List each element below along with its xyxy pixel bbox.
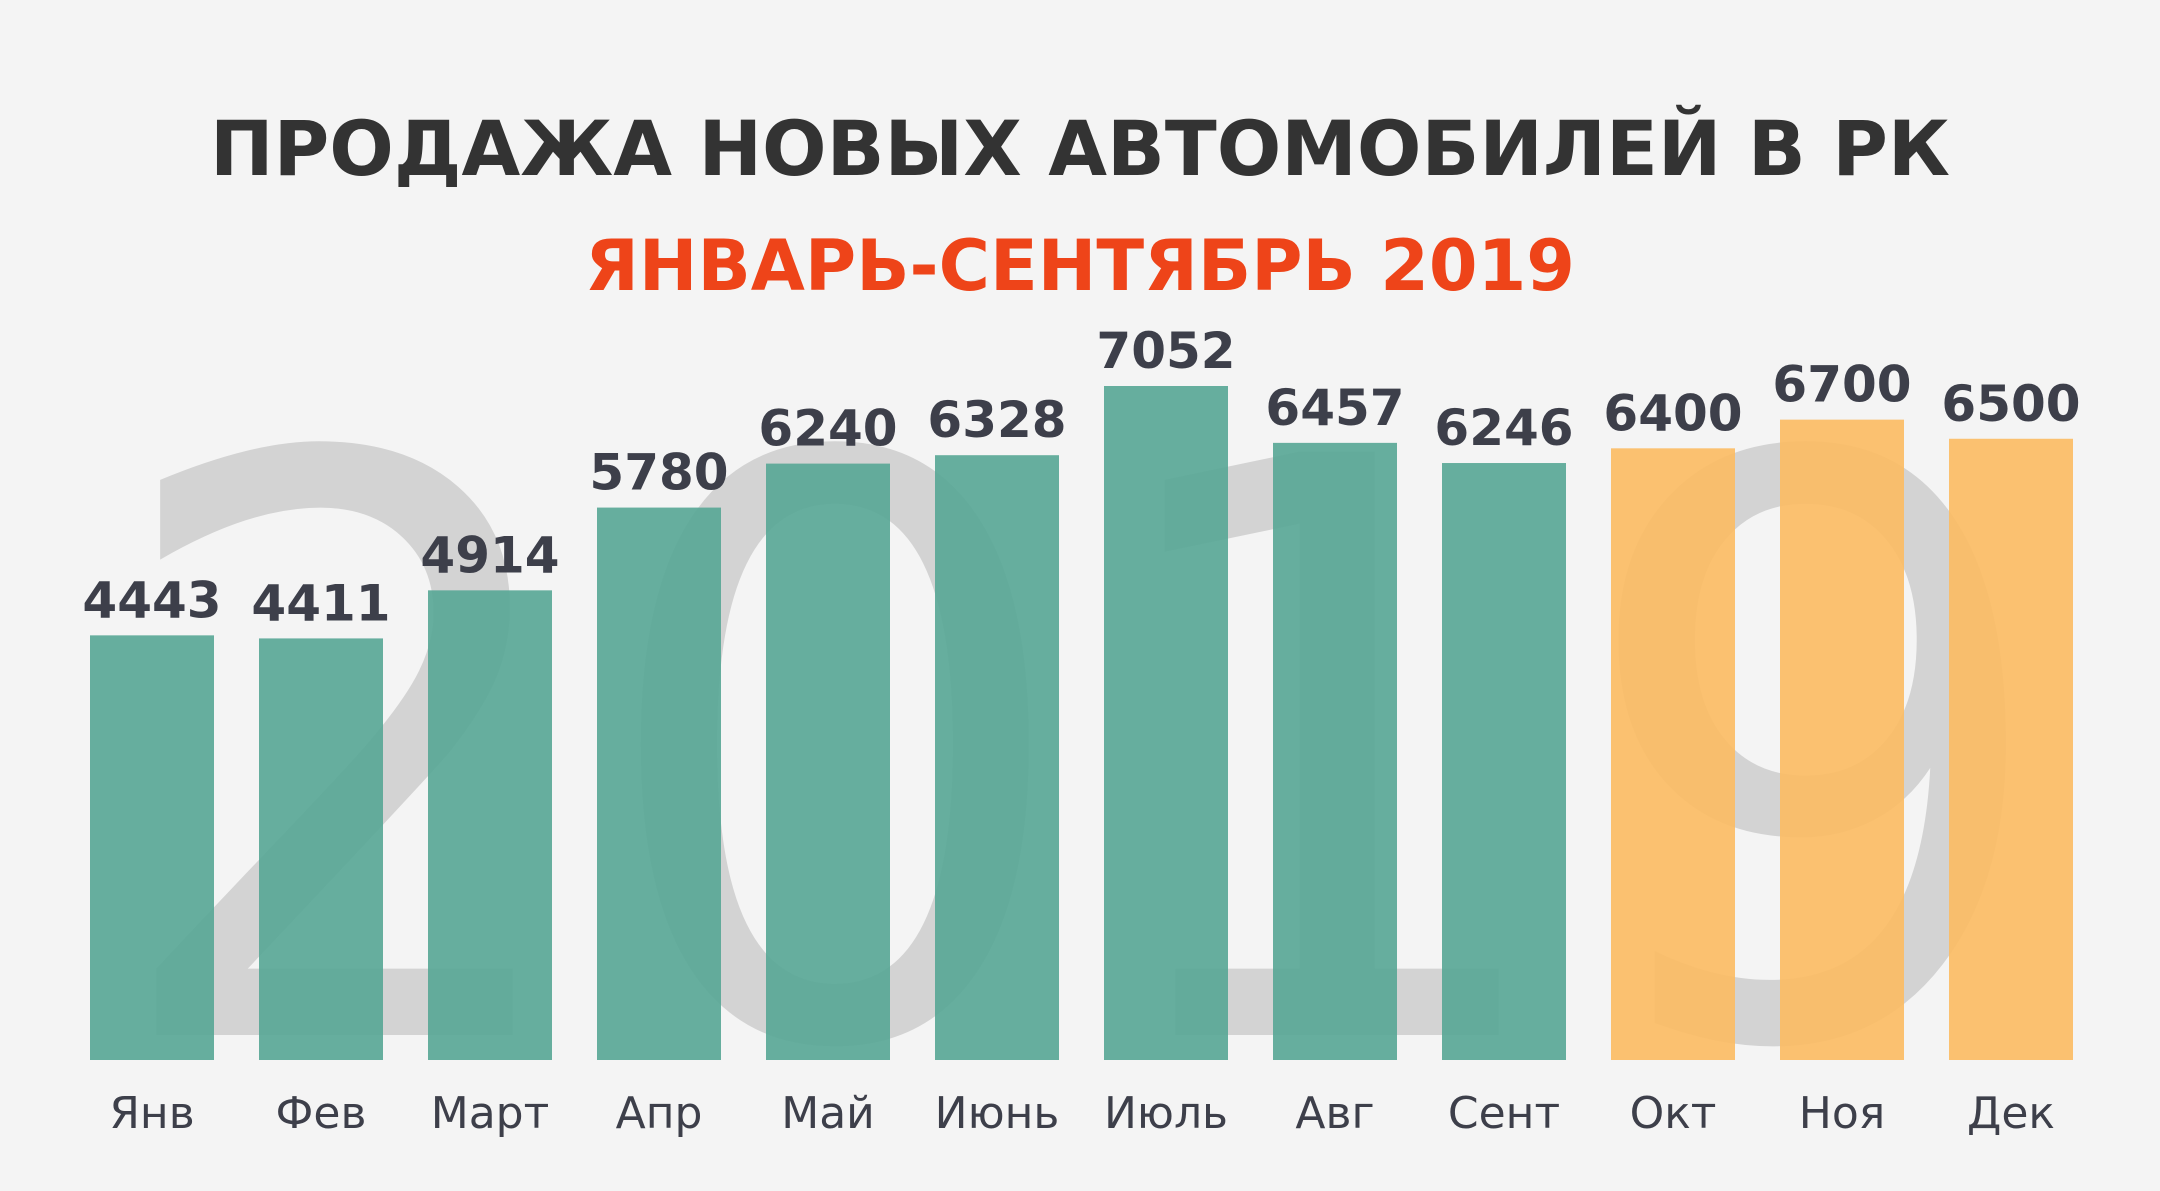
value-label: 6240 [758, 400, 897, 458]
value-label: 6457 [1265, 379, 1404, 437]
month-label: Дек [1967, 1088, 2055, 1139]
value-label: 6500 [1941, 375, 2080, 433]
month-label: Янв [109, 1088, 194, 1139]
value-label: 6246 [1434, 399, 1573, 457]
bar-Фев [259, 638, 383, 1060]
chart-title: ПРОДАЖА НОВЫХ АВТОМОБИЛЕЙ В РК [210, 104, 1950, 193]
background-year-watermark: 2019 [100, 292, 2060, 1191]
bar-Окт [1611, 448, 1735, 1060]
bar-Июнь [935, 455, 1059, 1060]
bar-Март [428, 590, 552, 1060]
month-label: Апр [616, 1088, 703, 1139]
value-label: 7052 [1096, 322, 1235, 380]
month-label: Июль [1104, 1088, 1228, 1139]
value-label: 4443 [82, 571, 221, 629]
bar-Дек [1949, 438, 2073, 1060]
bar-Янв [90, 635, 214, 1060]
month-label: Ноя [1799, 1088, 1885, 1139]
month-label: Авг [1295, 1088, 1374, 1139]
month-label: Июнь [935, 1088, 1060, 1139]
month-label: Фев [276, 1088, 367, 1139]
month-label: Март [431, 1088, 550, 1139]
month-label: Окт [1630, 1088, 1717, 1139]
value-label: 5780 [589, 444, 728, 502]
value-label: 6400 [1603, 384, 1742, 442]
watermark-layer: 2019 [100, 292, 2060, 1191]
bar-Апр [597, 507, 721, 1060]
month-label: Сент [1448, 1088, 1560, 1139]
bar-Сент [1442, 463, 1566, 1060]
bar-Июль [1104, 386, 1228, 1060]
value-labels-group: 4443 4411 4914 5780 6240 6328 7052 6457 6246 6400… [82, 322, 2080, 632]
value-label: 6700 [1772, 356, 1911, 414]
month-label: Май [781, 1088, 875, 1139]
value-label: 4411 [251, 574, 390, 632]
value-label: 4914 [420, 526, 559, 584]
month-labels-group: Янв Фев Март Апр Май Июнь Июль Авг Сент Окт Ноя Дек [109, 1088, 2055, 1139]
bar-Май [766, 463, 890, 1060]
bars-group [90, 386, 2073, 1060]
value-label: 6328 [927, 391, 1066, 449]
chart-subtitle: ЯНВАРЬ-СЕНТЯБРЬ 2019 [585, 225, 1575, 307]
bar-Ноя [1780, 419, 1904, 1060]
bar-Авг [1273, 442, 1397, 1060]
